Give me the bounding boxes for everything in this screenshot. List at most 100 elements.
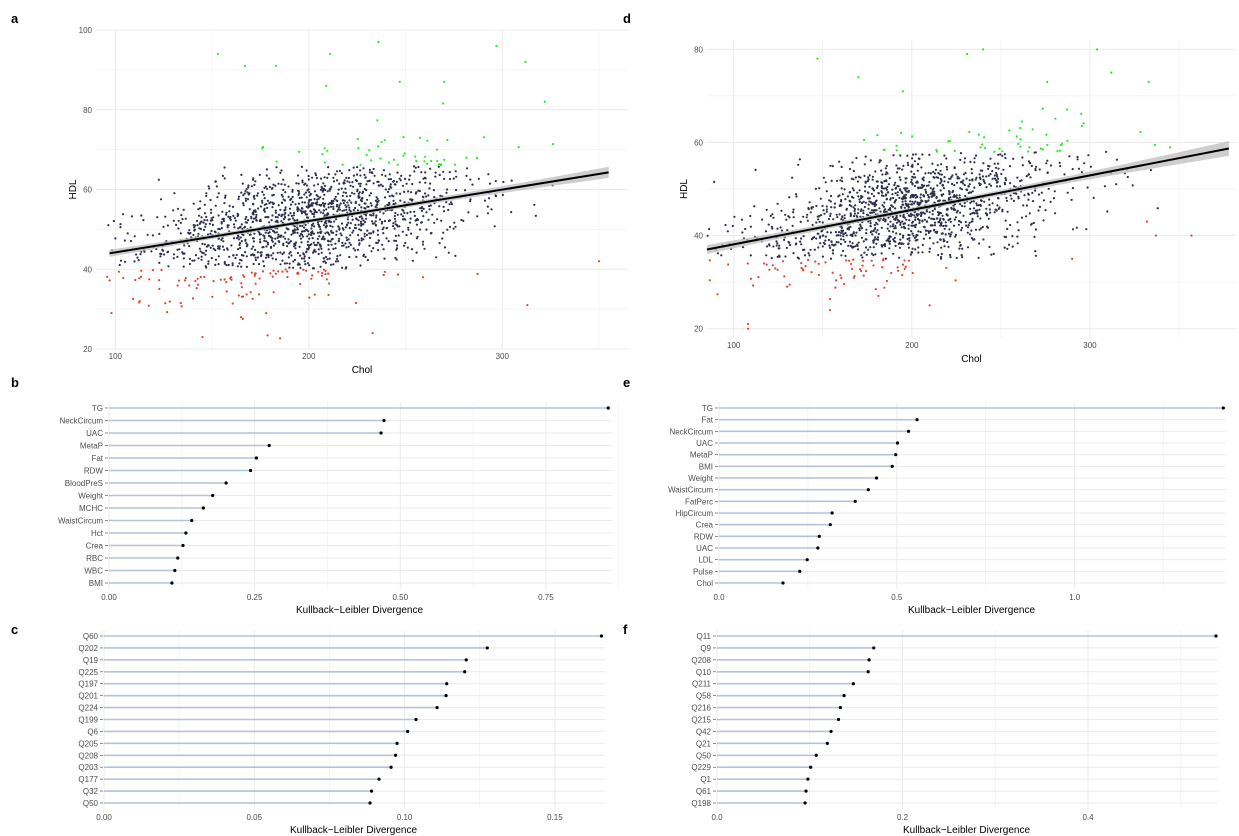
point-normal [342, 191, 345, 194]
point-low [383, 270, 386, 273]
point-normal [264, 256, 268, 259]
point-normal [943, 239, 946, 242]
point-normal [923, 218, 927, 221]
point-normal [246, 191, 249, 194]
point-normal [172, 219, 175, 222]
point-low [327, 272, 330, 275]
point-normal [1047, 187, 1050, 190]
point-normal [312, 213, 316, 216]
point-normal [339, 232, 342, 235]
point-normal [348, 169, 351, 172]
point-normal [771, 213, 774, 216]
point-normal [326, 258, 329, 261]
point-normal [948, 228, 951, 231]
point-normal [982, 238, 985, 241]
point-normal [393, 239, 396, 242]
point-low [177, 279, 181, 282]
point-normal [1034, 228, 1037, 231]
point-normal [370, 250, 373, 253]
point-normal [140, 214, 143, 217]
point-normal [327, 173, 330, 176]
point-normal [253, 183, 256, 186]
point-normal [798, 158, 802, 161]
point-normal [896, 194, 899, 197]
point-normal [430, 231, 433, 235]
lollipop-dot [176, 556, 180, 560]
lollipop-dot [890, 464, 894, 468]
point-normal [361, 217, 364, 220]
point-normal [887, 183, 891, 186]
point-normal [409, 217, 412, 220]
point-normal [856, 180, 860, 183]
point-low [168, 300, 171, 303]
point-normal [903, 187, 906, 190]
point-normal [919, 196, 922, 199]
point-normal [405, 182, 408, 185]
point-normal [123, 239, 126, 242]
point-normal [993, 162, 996, 165]
point-normal [916, 238, 919, 241]
point-normal [960, 188, 964, 191]
point-normal [276, 236, 279, 239]
point-normal [939, 238, 942, 241]
point-high [392, 158, 396, 161]
point-normal [265, 245, 268, 248]
point-normal [901, 168, 904, 171]
point-normal [439, 194, 442, 197]
point-normal [403, 211, 406, 214]
point-normal [809, 211, 812, 214]
point-normal [423, 192, 427, 195]
point-normal [844, 240, 847, 243]
point-normal [189, 232, 192, 235]
point-normal [244, 218, 247, 221]
category-label: Q224 [78, 704, 98, 713]
point-normal [221, 210, 224, 213]
point-normal [942, 217, 945, 221]
point-high [379, 157, 382, 160]
point-normal [831, 252, 835, 255]
point-normal [424, 171, 427, 174]
point-normal [198, 207, 202, 210]
point-normal [326, 190, 329, 193]
point-normal [863, 163, 866, 166]
point-normal [274, 215, 277, 219]
point-normal [359, 185, 362, 188]
point-normal [795, 242, 798, 245]
point-normal [915, 195, 919, 198]
point-normal [997, 207, 1000, 210]
point-normal [357, 239, 361, 242]
point-normal [296, 174, 300, 177]
point-normal [966, 188, 969, 191]
point-normal [307, 201, 310, 204]
point-normal [907, 189, 911, 192]
point-normal [995, 171, 998, 175]
point-normal [1076, 158, 1079, 161]
point-normal [980, 199, 983, 202]
point-normal [964, 171, 967, 174]
point-normal [985, 175, 988, 178]
point-normal [347, 176, 350, 180]
panel-label-c: c [11, 622, 18, 637]
point-normal [791, 176, 794, 179]
point-normal [288, 252, 291, 255]
point-normal [428, 187, 431, 190]
point-normal [349, 210, 352, 213]
point-normal [349, 222, 352, 225]
point-normal [287, 238, 290, 241]
point-normal [434, 171, 437, 174]
point-low [860, 269, 863, 273]
point-normal [292, 214, 295, 217]
point-normal [824, 239, 827, 242]
point-low [279, 337, 282, 340]
point-normal [316, 241, 319, 244]
point-normal [204, 265, 207, 268]
point-normal [377, 180, 380, 183]
point-normal [376, 241, 379, 244]
point-normal [789, 243, 792, 247]
point-normal [933, 208, 937, 211]
point-normal [911, 157, 914, 160]
point-normal [828, 244, 831, 247]
point-normal [408, 221, 412, 224]
point-normal [894, 181, 897, 184]
point-normal [949, 196, 952, 199]
